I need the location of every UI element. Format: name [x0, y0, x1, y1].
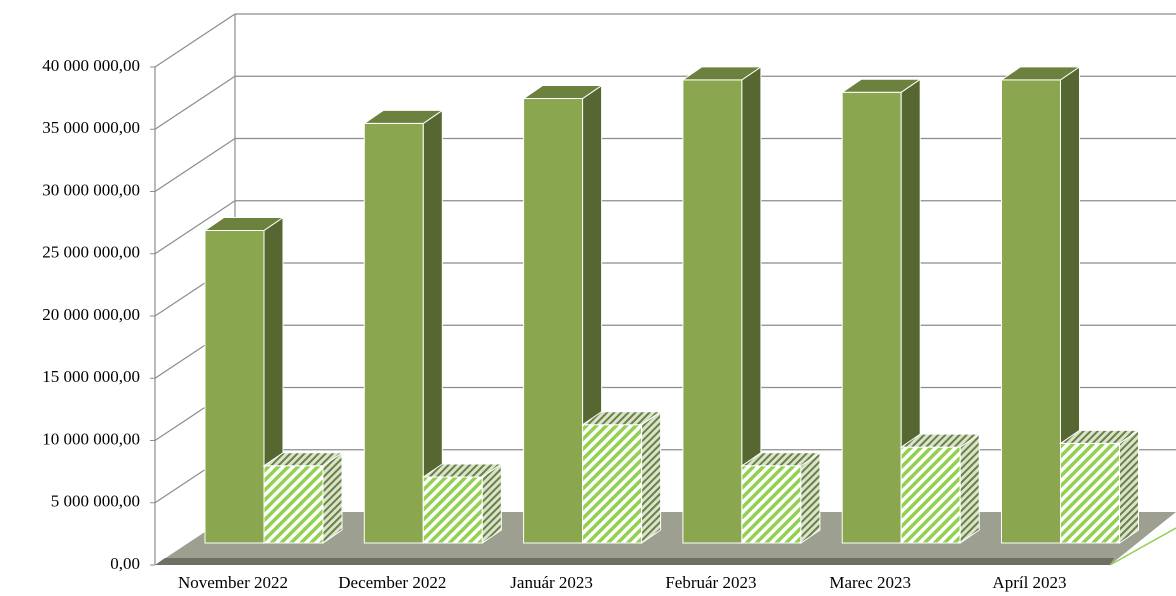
y-tick-label: 0,00 [110, 554, 140, 573]
bar-front [422, 476, 483, 544]
floor-edge [155, 558, 1114, 565]
grid-line-side [154, 200, 236, 255]
bar-top [899, 433, 981, 448]
bar-top [262, 452, 344, 467]
bar-top [362, 109, 444, 124]
x-tick-label: December 2022 [338, 573, 446, 592]
x-tick-label: November 2022 [178, 573, 288, 592]
bar [899, 433, 981, 544]
y-tick-label: 40 000 000,00 [42, 56, 140, 75]
bar-side [481, 463, 502, 544]
y-tick-label: 15 000 000,00 [42, 367, 140, 386]
bar-front [682, 79, 743, 544]
bar-front [741, 465, 802, 544]
bar [1058, 429, 1141, 544]
bar-side [959, 433, 980, 544]
y-tick-label: 5 000 000,00 [51, 492, 140, 511]
bar [262, 451, 344, 544]
bar-front [1001, 79, 1061, 544]
bar [681, 65, 763, 544]
bar-top [521, 85, 604, 100]
bar-front [841, 91, 902, 544]
grid-line-side [154, 13, 236, 68]
grid-line-side [154, 75, 236, 130]
bar [999, 65, 1082, 544]
bar [740, 451, 822, 544]
y-tick-label: 20 000 000,00 [42, 305, 140, 324]
bar-top [740, 452, 822, 467]
floor-accent [1109, 527, 1176, 566]
bar-top [1058, 429, 1141, 444]
bar [580, 410, 663, 544]
bar-top [203, 217, 285, 232]
x-tick-label: Apríl 2023 [992, 573, 1066, 592]
bar-top [681, 66, 763, 81]
grid-line-side [154, 137, 236, 193]
bar-side [322, 451, 343, 544]
bar-front [900, 446, 961, 544]
y-tick-label: 35 000 000,00 [42, 118, 140, 137]
y-tick-label: 25 000 000,00 [42, 243, 140, 262]
bar-side [1119, 429, 1139, 544]
bar-side [800, 451, 821, 544]
bar-front [1060, 442, 1120, 544]
bar [421, 463, 503, 544]
x-tick-label: Január 2023 [510, 573, 593, 592]
bar-front [582, 424, 643, 544]
bar-top [421, 463, 503, 478]
bar [840, 78, 922, 544]
bar-front [204, 230, 265, 544]
bar-front [263, 465, 324, 544]
bar-front [363, 122, 424, 544]
y-tick-label: 10 000 000,00 [42, 429, 140, 448]
bar-front [523, 98, 584, 544]
bar-top [999, 66, 1082, 81]
y-tick-label: 30 000 000,00 [42, 180, 140, 199]
bar-side [641, 410, 662, 544]
x-tick-label: Február 2023 [665, 573, 756, 592]
bar-top [840, 78, 922, 93]
bar [362, 109, 444, 544]
bar-top [580, 411, 663, 426]
x-tick-label: Marec 2023 [829, 573, 911, 592]
